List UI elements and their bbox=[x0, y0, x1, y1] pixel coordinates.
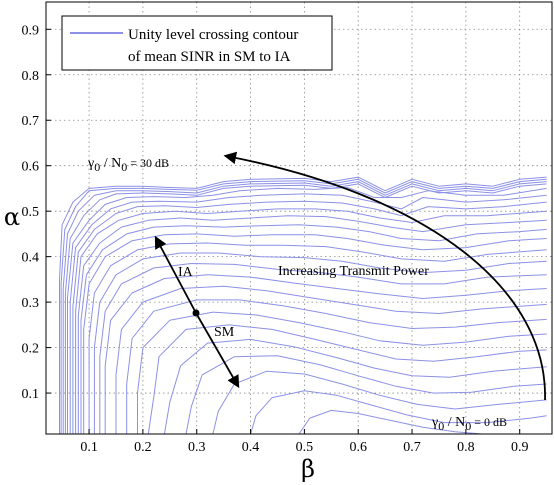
x-tick-label: 0.2 bbox=[134, 440, 152, 455]
y-tick-label: 0.3 bbox=[22, 296, 40, 311]
contour-line-6 bbox=[69, 193, 547, 434]
ia-sm-point bbox=[192, 309, 200, 317]
y-tick-label: 0.2 bbox=[22, 342, 40, 357]
contour-line-8 bbox=[75, 208, 547, 434]
contour-line-24 bbox=[298, 409, 483, 435]
contour-line-11 bbox=[83, 233, 547, 434]
y-tick-label: 0.8 bbox=[22, 69, 40, 84]
contour-line-1 bbox=[59, 176, 547, 434]
label-sm: SM bbox=[214, 325, 235, 340]
contour-line-4 bbox=[64, 183, 547, 434]
contour-line-13 bbox=[93, 252, 547, 434]
x-tick-label: 0.4 bbox=[242, 440, 260, 455]
contour-line-20 bbox=[163, 338, 547, 435]
contour-line-5 bbox=[67, 187, 547, 434]
x-axis-label: β bbox=[301, 455, 315, 483]
y-tick-label: 0.5 bbox=[22, 205, 40, 220]
contour-line-21 bbox=[185, 355, 547, 435]
contour-line-15 bbox=[104, 274, 547, 434]
label-ia: IA bbox=[178, 265, 194, 280]
legend: Unity level crossing contour of mean SIN… bbox=[61, 15, 333, 71]
ia-arrow bbox=[154, 235, 197, 314]
y-tick-label: 0.1 bbox=[22, 387, 40, 402]
x-tick-label: 0.9 bbox=[511, 440, 529, 455]
transmit-power-arrow bbox=[223, 151, 546, 401]
y-axis-ticks: 0.1 0.2 0.3 0.4 0.5 0.6 0.7 0.8 0.9 bbox=[22, 23, 51, 402]
legend-line-2: of mean SINR in SM to IA bbox=[128, 49, 291, 65]
contour-line-7 bbox=[72, 200, 547, 434]
contour-line-3 bbox=[62, 181, 547, 434]
x-tick-label: 0.8 bbox=[457, 440, 475, 455]
label-increasing-power: Increasing Transmit Power bbox=[278, 264, 429, 279]
y-tick-label: 0.6 bbox=[22, 160, 40, 175]
contour-line-18 bbox=[137, 311, 547, 434]
contour-line-12 bbox=[88, 242, 547, 434]
contour-line-16 bbox=[115, 285, 547, 434]
x-axis-ticks: 0.1 0.2 0.3 0.4 0.5 0.6 0.7 0.8 0.9 bbox=[80, 429, 528, 455]
x-tick-label: 0.3 bbox=[188, 440, 206, 455]
x-tick-label: 0.5 bbox=[296, 440, 314, 455]
x-tick-label: 0.1 bbox=[80, 440, 98, 455]
label-0db: γ0 / N0 = 0 dB bbox=[431, 415, 507, 433]
contour-line-9 bbox=[77, 215, 547, 434]
y-tick-label: 0.9 bbox=[22, 23, 40, 38]
y-tick-label: 0.4 bbox=[22, 251, 40, 266]
contour-line-23 bbox=[250, 390, 547, 435]
contour-line-14 bbox=[99, 263, 547, 434]
legend-line-1: Unity level crossing contour bbox=[128, 27, 298, 43]
sm-arrow bbox=[195, 312, 240, 389]
y-axis-label: α bbox=[4, 203, 20, 231]
contour-line-19 bbox=[147, 324, 547, 435]
x-tick-label: 0.6 bbox=[349, 440, 367, 455]
contour-line-22 bbox=[212, 370, 547, 435]
contour-lines bbox=[59, 176, 547, 435]
contour-line-10 bbox=[80, 224, 547, 434]
label-30db: γ0 / N0 = 30 dB bbox=[87, 156, 169, 174]
legend-box bbox=[61, 15, 333, 71]
x-tick-label: 0.7 bbox=[403, 440, 421, 455]
contour-line-17 bbox=[126, 299, 547, 434]
contour-line-2 bbox=[60, 178, 547, 434]
plot-area bbox=[46, 2, 552, 434]
plot-border bbox=[45, 1, 553, 435]
y-tick-label: 0.7 bbox=[22, 114, 40, 129]
